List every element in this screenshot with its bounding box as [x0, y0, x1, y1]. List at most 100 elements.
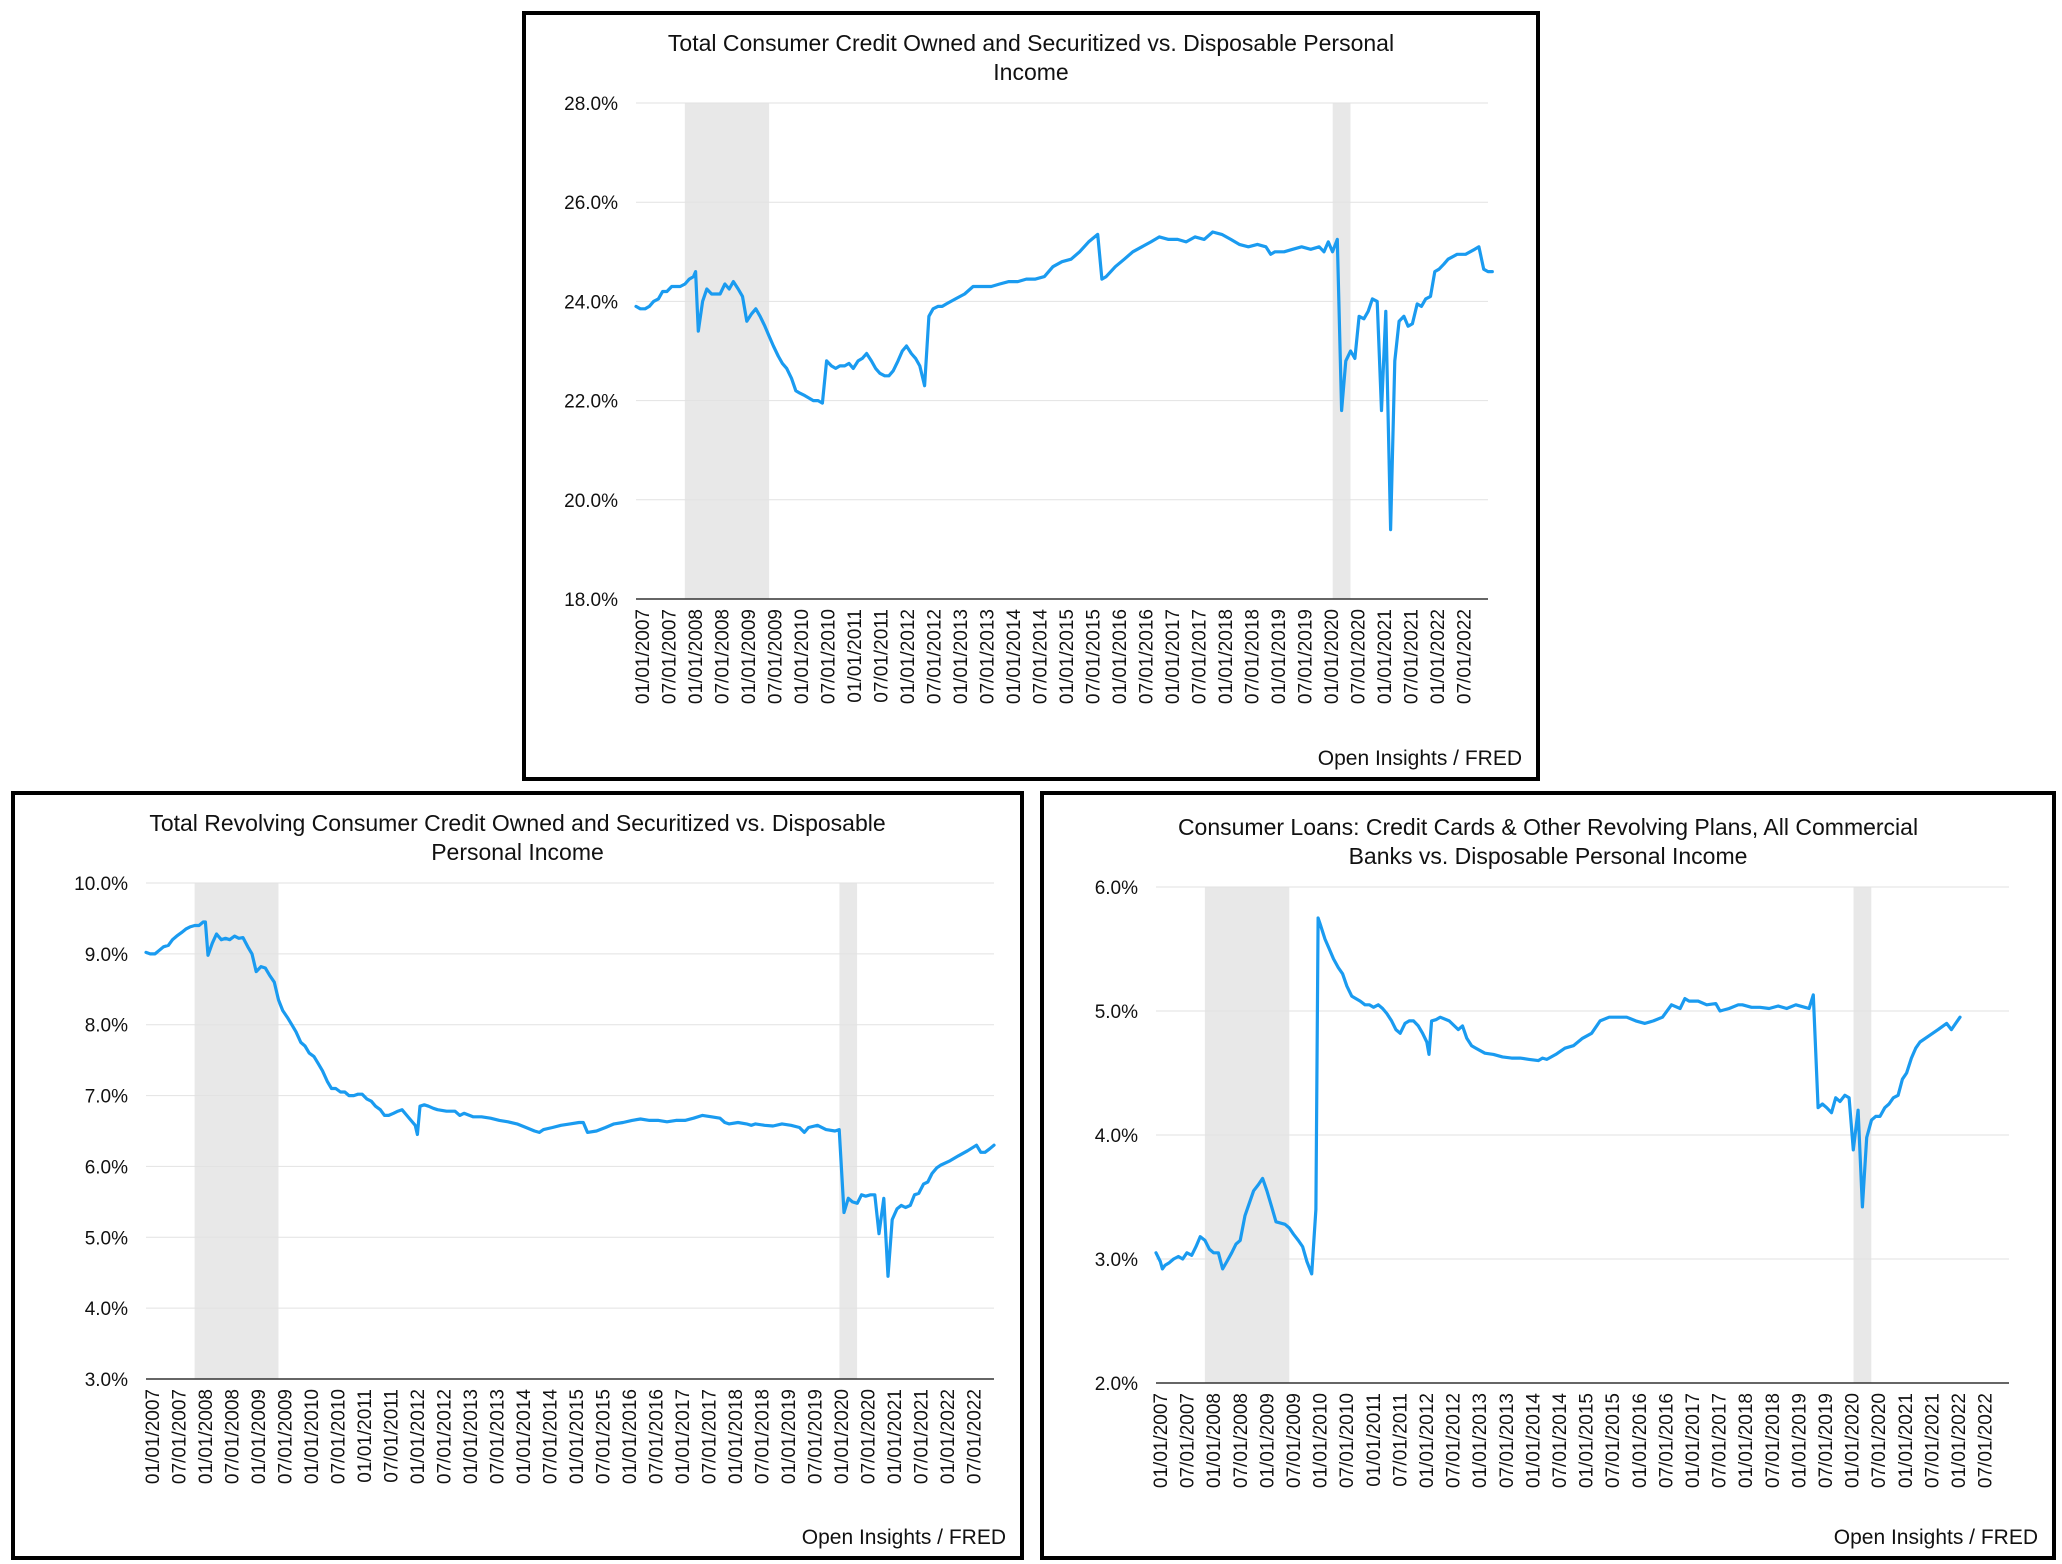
y-tick-label: 3.0%: [1095, 1250, 1138, 1271]
x-tick-label: 01/01/2017: [673, 1389, 694, 1484]
x-tick-label: 01/01/2016: [1630, 1393, 1651, 1488]
x-tick-label: 07/01/2012: [435, 1389, 456, 1484]
x-tick-label: 07/01/2010: [1337, 1393, 1358, 1488]
x-tick-label: 01/01/2014: [514, 1389, 535, 1485]
x-tick-label: 01/01/2018: [726, 1389, 747, 1484]
x-tick-label: 07/01/2007: [170, 1389, 191, 1484]
x-tick-label: 07/01/2009: [276, 1389, 297, 1484]
x-tick-label: 01/01/2008: [1204, 1393, 1225, 1488]
x-tick-label: 07/01/2008: [1231, 1393, 1252, 1488]
recession-band: [684, 103, 770, 599]
x-tick-label: 07/01/2016: [647, 1389, 668, 1484]
y-tick-label: 5.0%: [1095, 1002, 1138, 1023]
x-tick-label: 01/01/2014: [1004, 609, 1025, 705]
x-tick-label: 01/01/2011: [845, 609, 866, 703]
chart-title-line-2: Personal Income: [431, 839, 604, 865]
x-tick-label: 07/01/2019: [806, 1389, 827, 1484]
y-tick-label: 20.0%: [564, 491, 618, 512]
x-tick-label: 07/01/2017: [1710, 1393, 1731, 1488]
chart-panel-revolving-credit: Total Revolving Consumer Credit Owned an…: [11, 791, 1024, 1560]
x-tick-label: 07/01/2010: [819, 609, 840, 704]
x-tick-label: 07/01/2021: [1922, 1393, 1943, 1488]
x-tick-label: 01/01/2008: [196, 1389, 217, 1484]
x-tick-label: 01/01/2013: [461, 1389, 482, 1484]
y-tick-label: 6.0%: [85, 1157, 128, 1178]
x-tick-label: 07/01/2007: [660, 609, 681, 704]
chart-title: Total Revolving Consumer Credit Owned an…: [15, 809, 1020, 867]
x-tick-label: 01/01/2010: [792, 609, 813, 704]
x-tick-label: 01/01/2008: [686, 609, 707, 704]
x-tick-label: 07/01/2010: [329, 1389, 350, 1484]
x-tick-label: 01/01/2017: [1163, 609, 1184, 704]
source-label: Open Insights / FRED: [1833, 1526, 2038, 1549]
x-tick-label: 07/01/2009: [766, 609, 787, 704]
source-label: Open Insights / FRED: [1317, 747, 1522, 770]
x-tick-label: 07/01/2015: [1084, 609, 1105, 704]
x-tick-label: 07/01/2012: [925, 609, 946, 704]
chart-title-line-1: Consumer Loans: Credit Cards & Other Rev…: [1177, 814, 1919, 840]
x-tick-label: 07/01/2020: [1869, 1393, 1890, 1488]
x-tick-label: 01/01/2022: [1428, 609, 1449, 704]
x-tick-label: 07/01/2017: [700, 1389, 721, 1484]
x-tick-label: 07/01/2015: [1603, 1393, 1624, 1488]
series-line: [144, 920, 996, 1278]
x-tick-label: 01/01/2007: [633, 609, 654, 704]
series-line: [1154, 916, 1962, 1276]
y-tick-label: 10.0%: [74, 874, 128, 895]
x-tick-label: 07/01/2014: [1031, 609, 1052, 705]
x-tick-label: 07/01/2018: [753, 1389, 774, 1484]
x-tick-label: 01/01/2007: [143, 1389, 164, 1484]
x-tick-label: 07/01/2020: [859, 1389, 880, 1484]
x-tick-label: 07/01/2022: [965, 1389, 986, 1484]
x-tick-label: 01/01/2015: [567, 1389, 588, 1484]
x-tick-label: 01/01/2012: [408, 1389, 429, 1484]
x-tick-label: 07/01/2021: [1402, 609, 1423, 704]
x-tick-label: 01/01/2012: [898, 609, 919, 704]
x-tick-label: 01/01/2010: [1311, 1393, 1332, 1488]
x-tick-label: 07/01/2008: [713, 609, 734, 704]
x-tick-label: 01/01/2021: [885, 1389, 906, 1484]
y-tick-label: 2.0%: [1095, 1374, 1138, 1395]
x-tick-label: 07/01/2013: [978, 609, 999, 704]
y-tick-label: 9.0%: [85, 945, 128, 966]
y-tick-label: 22.0%: [564, 392, 618, 413]
x-tick-label: 07/01/2009: [1284, 1393, 1305, 1488]
x-tick-label: 07/01/2011: [382, 1389, 403, 1483]
x-tick-label: 07/01/2016: [1656, 1393, 1677, 1488]
recession-band: [194, 883, 279, 1379]
x-tick-label: 01/01/2010: [302, 1389, 323, 1484]
x-tick-label: 07/01/2013: [488, 1389, 509, 1484]
chart-title-line-2: Banks vs. Disposable Personal Income: [1348, 843, 1748, 869]
x-tick-label: 07/01/2008: [223, 1389, 244, 1484]
chart-consumer-credit: 18.0% 20.0% 22.0% 24.0% 26.0% 28.0% 01/01/2007…: [564, 94, 1494, 705]
x-tick-label: 01/01/2018: [1736, 1393, 1757, 1488]
chart-panel-consumer-credit: Total Consumer Credit Owned and Securiti…: [522, 11, 1540, 781]
chart-title-line-2: Income: [993, 59, 1069, 85]
y-tick-label: 28.0%: [564, 94, 618, 115]
x-tick-label: 07/01/2014: [541, 1389, 562, 1485]
x-tick-label: 07/01/2019: [1296, 609, 1317, 704]
x-tick-label: 01/01/2018: [1216, 609, 1237, 704]
y-tick-label: 5.0%: [85, 1228, 128, 1249]
x-tick-label: 01/01/2007: [1151, 1393, 1172, 1488]
chart-credit-card-loans: 2.0% 3.0% 4.0% 5.0% 6.0% 01/01/2007 07/01/2007…: [1095, 878, 2009, 1488]
x-tick-label: 01/01/2013: [951, 609, 972, 704]
x-tick-label: 07/01/2007: [1178, 1393, 1199, 1488]
source-label: Open Insights / FRED: [801, 1526, 1006, 1549]
x-tick-label: 01/01/2017: [1683, 1393, 1704, 1488]
x-tick-label: 01/01/2022: [938, 1389, 959, 1484]
x-tick-label: 01/01/2022: [1949, 1393, 1970, 1488]
x-tick-label: 01/01/2015: [1577, 1393, 1598, 1488]
chart-title-line-1: Total Consumer Credit Owned and Securiti…: [667, 30, 1395, 56]
x-tick-label: 07/01/2018: [1243, 609, 1264, 704]
y-tick-label: 7.0%: [85, 1087, 128, 1108]
recession-band: [839, 883, 858, 1379]
x-tick-label: 07/01/2019: [1816, 1393, 1837, 1488]
y-tick-label: 4.0%: [85, 1299, 128, 1320]
x-tick-label: 07/01/2015: [594, 1389, 615, 1484]
x-tick-label: 07/01/2017: [1190, 609, 1211, 704]
x-tick-label: 01/01/2021: [1896, 1393, 1917, 1488]
x-tick-label: 01/01/2016: [1110, 609, 1131, 704]
x-tick-label: 07/01/2022: [1976, 1393, 1997, 1488]
chart-title: Consumer Loans: Credit Cards & Other Rev…: [1044, 813, 2052, 871]
